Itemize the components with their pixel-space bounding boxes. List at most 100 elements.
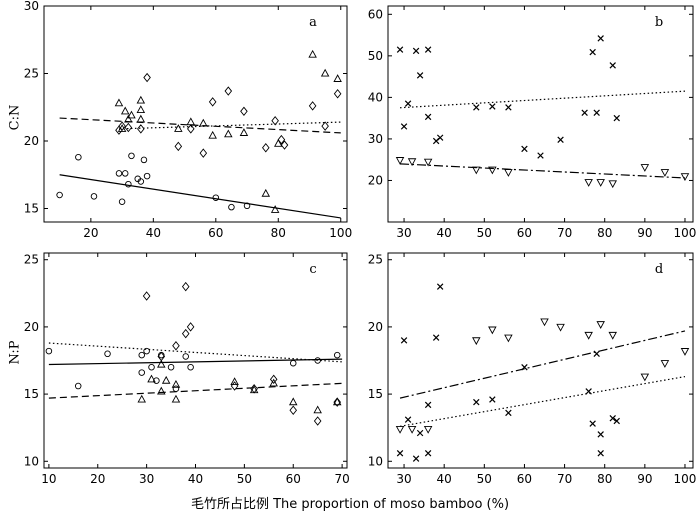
data-point-triangle-up [157, 386, 166, 395]
panel-letter: b [655, 15, 663, 30]
data-point-triangle-down [660, 360, 670, 368]
x-tick-label: 90 [637, 226, 652, 240]
data-point-circle [187, 363, 194, 371]
data-point-x [505, 104, 512, 111]
y-tick-label: 30 [368, 132, 383, 146]
fit-line-diamond [48, 342, 343, 363]
data-point-triangle-down [395, 157, 405, 165]
data-point-triangle-down [640, 164, 650, 172]
panel-a: 20 40 60 80 100 15 20 25 30 a [24, 0, 352, 240]
data-point-triangle-down [556, 323, 565, 332]
x-tick-label: 50 [477, 472, 492, 486]
x-tick-label: 60 [286, 472, 301, 486]
data-point-x [396, 46, 404, 53]
data-point-x [400, 337, 408, 344]
panel-letter: d [655, 262, 663, 277]
data-point-diamond [262, 143, 270, 153]
x-tick-label: 40 [146, 226, 161, 240]
data-point-triangle-up [313, 405, 322, 414]
data-point-x [537, 152, 544, 159]
data-point-diamond [313, 416, 322, 426]
data-point-circle [125, 180, 132, 188]
data-point-circle [128, 152, 135, 160]
x-tick-label: 30 [396, 472, 411, 486]
data-point-circle [118, 198, 126, 205]
data-point-triangle-down [640, 373, 650, 382]
data-point-triangle-up [161, 375, 171, 384]
data-point-circle [143, 347, 150, 355]
y-tick-label: 20 [24, 320, 39, 334]
data-point-circle [104, 350, 111, 358]
fit-line-circle [48, 358, 343, 366]
y-tick-label: 25 [24, 253, 39, 267]
data-point-triangle-down [504, 334, 513, 343]
data-point-triangle-up [136, 105, 146, 114]
x-tick-label: 70 [557, 472, 572, 486]
data-point-x [432, 334, 440, 341]
data-point-diamond [199, 148, 208, 158]
data-point-diamond [280, 140, 289, 150]
data-point-x [585, 388, 592, 395]
data-point-x [593, 109, 600, 116]
data-point-diamond [118, 121, 126, 131]
data-point-x [589, 48, 596, 56]
fit-line-x [399, 376, 686, 427]
data-point-triangle-up [332, 397, 342, 406]
panel-b: 30 40 50 60 70 80 90 100 20 30 40 50 60 b [368, 5, 697, 240]
x-tick-label: 90 [637, 472, 652, 486]
data-point-triangle-up [274, 138, 283, 147]
x-tick-label: 50 [237, 472, 252, 486]
x-tick-label: 60 [517, 472, 532, 486]
data-point-triangle-up [127, 110, 136, 119]
data-point-diamond [230, 381, 239, 391]
data-point-triangle-up [308, 49, 317, 58]
data-point-circle [56, 191, 63, 199]
y-axis-label-top: C:N [7, 104, 23, 131]
data-point-x [489, 396, 496, 403]
data-point-triangle-down [584, 331, 593, 340]
data-point-circle [140, 156, 148, 164]
plot-frame [387, 5, 694, 223]
data-point-x [404, 416, 412, 423]
y-tick-label: 20 [368, 320, 383, 334]
data-point-circle [172, 385, 180, 392]
data-point-circle [137, 178, 145, 185]
data-point-triangle-up [269, 378, 278, 387]
x-tick-label: 100 [674, 472, 697, 486]
data-point-x [557, 136, 564, 143]
data-point-circle [121, 170, 129, 177]
data-point-diamond [240, 106, 248, 117]
data-point-triangle-down [407, 425, 417, 434]
fit-line-triangle-up [59, 117, 341, 134]
x-tick-label: 20 [90, 472, 105, 486]
y-tick-label: 15 [368, 387, 383, 401]
x-tick-label: 100 [674, 226, 697, 240]
data-point-x [597, 35, 604, 42]
x-tick-label: 80 [271, 226, 286, 240]
data-point-x [396, 449, 404, 457]
data-point-triangle-down [584, 179, 593, 187]
x-tick-label: 80 [597, 226, 612, 240]
data-point-triangle-up [147, 374, 156, 383]
data-point-circle [153, 377, 160, 384]
y-tick-label: 15 [24, 202, 39, 216]
data-point-circle [138, 351, 145, 359]
data-point-diamond [250, 383, 258, 394]
data-point-triangle-down [504, 169, 513, 177]
x-tick-label: 40 [437, 226, 452, 240]
data-point-triangle-up [261, 188, 271, 197]
data-point-circle [115, 170, 123, 177]
fit-line-diamond [118, 121, 341, 130]
data-point-circle [167, 363, 175, 371]
data-point-diamond [271, 116, 279, 126]
data-point-diamond [143, 72, 151, 83]
fit-line-x [400, 90, 686, 109]
data-point-triangle-down [423, 425, 433, 434]
data-point-diamond [277, 134, 286, 145]
data-point-x [521, 145, 528, 153]
data-point-triangle-up [186, 117, 196, 126]
fit-line-triangle-down [400, 163, 686, 179]
data-point-x [436, 134, 444, 141]
y-tick-label: 50 [368, 49, 383, 63]
data-point-triangle-down [488, 326, 497, 335]
